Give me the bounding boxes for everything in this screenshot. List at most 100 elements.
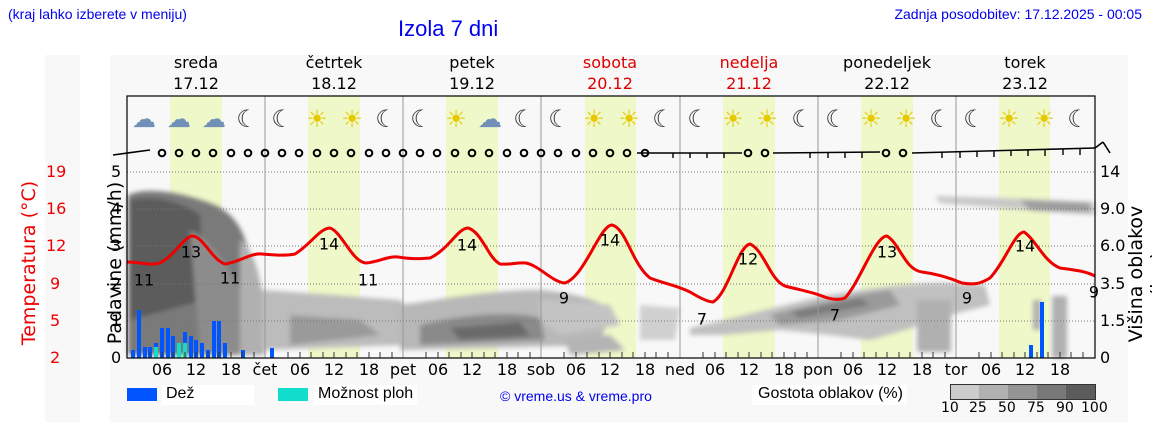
x-tick-label: pet — [389, 360, 417, 379]
day-header-2: četrtek 18.12 — [305, 53, 363, 93]
precip-tick: 2 — [111, 274, 122, 293]
moon-cloud-icon: ☾ — [963, 105, 985, 133]
temp-tick: 19 — [46, 162, 67, 181]
rain-legend-label: Dež — [162, 385, 255, 405]
moon-fog-icon: ☾ — [375, 105, 397, 133]
temp-label: 7 — [696, 309, 708, 329]
cloud-height-tick: 1.5 — [1100, 311, 1126, 330]
day-header-7: torek 23.12 — [1002, 53, 1048, 93]
day-header-6: ponedeljek 22.12 — [843, 53, 931, 93]
x-tick-label: 06 — [565, 360, 587, 379]
sun-cloud-icon: ☀ — [895, 105, 917, 133]
x-tick-label: 06 — [980, 360, 1002, 379]
temp-label: 9 — [961, 288, 973, 308]
density-cell-75 — [1037, 384, 1066, 400]
moon-cloud-icon: ☾ — [825, 105, 847, 133]
temp-label: 14 — [318, 234, 340, 254]
sun-cloud-icon: ☀ — [306, 105, 328, 133]
x-tick-label: ned — [664, 360, 696, 379]
sun-fog-icon: ☀ — [583, 105, 605, 133]
x-tick-label: 06 — [427, 360, 449, 379]
temp-label: 13 — [180, 242, 202, 262]
x-tick-label: 18 — [358, 360, 380, 379]
precip-tick: 5 — [111, 162, 122, 181]
cloud-height-tick: 3.5 — [1100, 274, 1126, 293]
temp-tick: 2 — [50, 348, 61, 367]
cloud-rain-icon: ☁ — [167, 105, 191, 133]
moon-fog-icon: ☾ — [513, 105, 535, 133]
sun-cloud-rain-icon: ☀ — [1033, 105, 1055, 133]
x-tick-label: 06 — [704, 360, 726, 379]
left-axis-panel — [45, 55, 80, 422]
x-tick-label: 12 — [1014, 360, 1036, 379]
temp-label: 11 — [219, 268, 241, 288]
temp-label: 9 — [1088, 282, 1100, 302]
temp-label: 14 — [599, 230, 621, 250]
x-tick-label: 06 — [289, 360, 311, 379]
showers-legend-swatch — [278, 388, 308, 401]
x-tick-label: 12 — [323, 360, 345, 379]
density-cell-25 — [979, 384, 1008, 400]
copyright-link[interactable]: © vreme.us & vreme.pro — [500, 388, 652, 404]
x-tick-label: čet — [252, 360, 278, 379]
sun-cloud-icon: ☀ — [722, 105, 744, 133]
precip-tick: 1 — [111, 311, 122, 330]
temperature-axis-title: Temperatura (°C) — [18, 180, 40, 346]
moon-fog-icon: ☾ — [410, 105, 432, 133]
temp-label: 14 — [456, 235, 478, 255]
cloud-icon: ☁ — [478, 105, 502, 133]
moon-cloud-icon: ☾ — [929, 105, 951, 133]
temp-label: 9 — [558, 288, 570, 308]
page-title: Izola 7 dni — [398, 16, 499, 41]
x-tick-label: pon — [802, 360, 834, 379]
cloud-height-tick: 6.0 — [1100, 236, 1126, 255]
density-scale-label: 90 — [1056, 400, 1074, 416]
precipitation-axis-title: Padavine (mm/h) — [104, 181, 126, 345]
density-scale-label: 75 — [1027, 400, 1045, 416]
x-tick-label: 12 — [461, 360, 483, 379]
sun-cloud-icon: ☀ — [341, 105, 363, 133]
cloud-height-tick: 9.0 — [1100, 199, 1126, 218]
temp-label: 14 — [1014, 236, 1036, 256]
calm-wind-circles — [157, 148, 908, 158]
temp-label: 12 — [737, 249, 759, 269]
x-tick-label: 06 — [842, 360, 864, 379]
x-tick-label: 18 — [1049, 360, 1071, 379]
x-tick-label: 18 — [496, 360, 518, 379]
showers-legend-label: Možnost ploh — [314, 385, 418, 405]
x-tick-label: 12 — [185, 360, 207, 379]
x-tick-label: 06 — [151, 360, 173, 379]
temp-label: 11 — [357, 270, 379, 290]
density-scale-label: 100 — [1081, 400, 1108, 416]
x-ticks — [149, 352, 1084, 358]
x-tick-label: tor — [944, 360, 968, 379]
temp-label: 13 — [876, 242, 898, 262]
rain-legend-swatch — [127, 388, 157, 401]
temp-label: 7 — [829, 305, 841, 325]
sun-cloud-icon: ☀ — [998, 105, 1020, 133]
moon-cloud-icon: ☾ — [652, 105, 674, 133]
x-tick-label: 18 — [911, 360, 933, 379]
moon-cloud-icon: ☾ — [687, 105, 709, 133]
density-scale-label: 50 — [998, 400, 1016, 416]
moon-cloud-rain-icon: ☾ — [271, 105, 293, 133]
day-header-3: petek 19.12 — [449, 53, 495, 93]
moon-cloud-icon: ☾ — [791, 105, 813, 133]
cloud-density-label: Gostota oblakov (%) — [752, 385, 907, 405]
precip-tick: 0 — [111, 348, 122, 367]
x-tick-label: 18 — [220, 360, 242, 379]
temp-label: 11 — [133, 270, 155, 290]
cloud-rain-icon: ☁ — [202, 105, 226, 133]
last-updated: Zadnja posodobitev: 17.12.2025 - 00:05 — [894, 6, 1142, 22]
grid-day-separators — [264, 96, 957, 358]
region-hint: (kraj lahko izberete v meniju) — [8, 6, 187, 22]
rain-bars — [131, 302, 1044, 358]
temp-tick: 16 — [46, 199, 67, 218]
day-header-1: sreda 17.12 — [173, 53, 219, 93]
density-cell-90 — [1066, 384, 1096, 400]
density-scale-label: 10 — [941, 400, 959, 416]
moon-fog-icon: ☾ — [548, 105, 570, 133]
wind-barbs — [672, 149, 1081, 158]
precip-tick: 4 — [111, 199, 122, 218]
moon-cloud-icon: ☾ — [1067, 105, 1089, 133]
